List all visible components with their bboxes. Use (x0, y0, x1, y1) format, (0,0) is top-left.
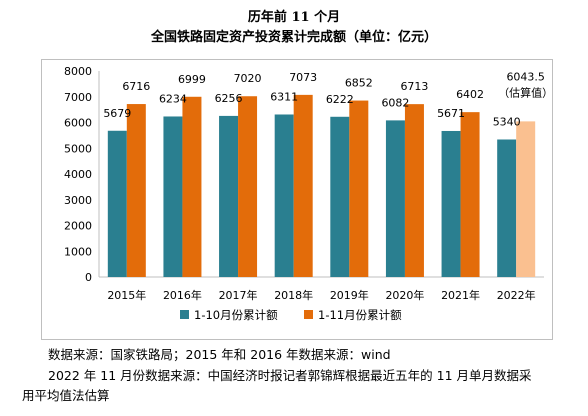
x-tick-label: 2020年 (385, 288, 424, 302)
method-note: 2022 年 11 月份数据来源：中国经济时报记者郭锦辉根据最近五年的 11 月… (48, 368, 532, 383)
bar-1-10 (274, 114, 294, 277)
data-label-1-10: 6082 (381, 96, 409, 109)
chart-title: 历年前 11 个月 (247, 10, 341, 25)
y-tick-label: 1000 (64, 245, 92, 258)
data-label-1-10: 5340 (493, 115, 521, 128)
bar-1-10 (330, 116, 350, 277)
data-label-1-10: 6256 (215, 92, 243, 105)
data-label-1-11: 7073 (289, 71, 317, 84)
bar-1-10 (497, 139, 517, 277)
x-tick-label: 2019年 (330, 288, 369, 302)
bar-1-11 (404, 104, 424, 277)
bar-1-11 (238, 96, 258, 277)
y-tick-label: 8000 (64, 65, 92, 78)
source-note: 数据来源：国家铁路局；2015 年和 2016 年数据来源：wind (48, 347, 391, 362)
x-tick-label: 2016年 (163, 288, 202, 302)
data-label-1-11: 6043.5 (506, 70, 545, 83)
y-tick-label: 4000 (64, 168, 92, 181)
bar-1-11 (126, 104, 146, 277)
data-label-1-10: 6311 (270, 90, 298, 103)
data-label-1-11: 6999 (178, 73, 206, 86)
legend-label-1-11: 1-11月份累计额 (318, 308, 402, 322)
x-tick-label: 2018年 (274, 288, 313, 302)
data-label-1-10: 5671 (437, 107, 465, 120)
legend-label-1-10: 1-10月份累计额 (194, 308, 278, 322)
bar-1-10 (385, 120, 405, 277)
chart-area: 0 1000 2000 3000 4000 5000 6000 7000 8000 5679 671… (41, 59, 553, 340)
bar-1-10 (163, 116, 183, 277)
x-tick-label: 2015年 (107, 288, 146, 302)
bar-1-11 (293, 94, 313, 277)
legend-swatch-1-10 (180, 310, 189, 319)
data-label-1-10: 5679 (103, 107, 131, 120)
data-label-1-11: 6852 (345, 77, 373, 90)
x-tick-label: 2017年 (219, 288, 258, 302)
chart-subtitle: 全国铁路固定资产投资累计完成额（单位：亿元） (150, 30, 437, 45)
y-tick-label: 6000 (64, 117, 92, 130)
x-tick-label: 2022年 (497, 288, 536, 302)
bar-1-11 (460, 112, 480, 277)
data-label-1-10: 6222 (326, 93, 354, 106)
data-label-1-11: 7020 (234, 72, 262, 85)
data-label-1-10: 6234 (159, 92, 187, 105)
bar-chart: 0 1000 2000 3000 4000 5000 6000 7000 8000 5679 671… (64, 65, 553, 322)
y-tick-label: 2000 (64, 220, 92, 233)
legend-swatch-1-11 (304, 310, 313, 319)
y-tick-label: 7000 (64, 91, 92, 104)
bar-1-11 (516, 121, 536, 277)
data-label-1-11: 6716 (122, 80, 150, 93)
y-tick-label: 5000 (64, 142, 92, 155)
y-tick-label: 0 (85, 271, 92, 284)
bar-1-11 (182, 96, 202, 277)
data-label-1-11: 6713 (400, 80, 428, 93)
method-note-continued: 用平均值法估算 (22, 388, 110, 403)
bar-1-10 (219, 115, 239, 277)
data-label-1-11: 6402 (456, 88, 484, 101)
x-tick-label: 2021年 (441, 288, 480, 302)
bar-1-10 (441, 130, 461, 277)
estimate-note-label: （估算值） (498, 85, 553, 99)
bar-1-11 (349, 100, 369, 277)
bar-1-10 (107, 130, 127, 277)
y-tick-label: 3000 (64, 194, 92, 207)
